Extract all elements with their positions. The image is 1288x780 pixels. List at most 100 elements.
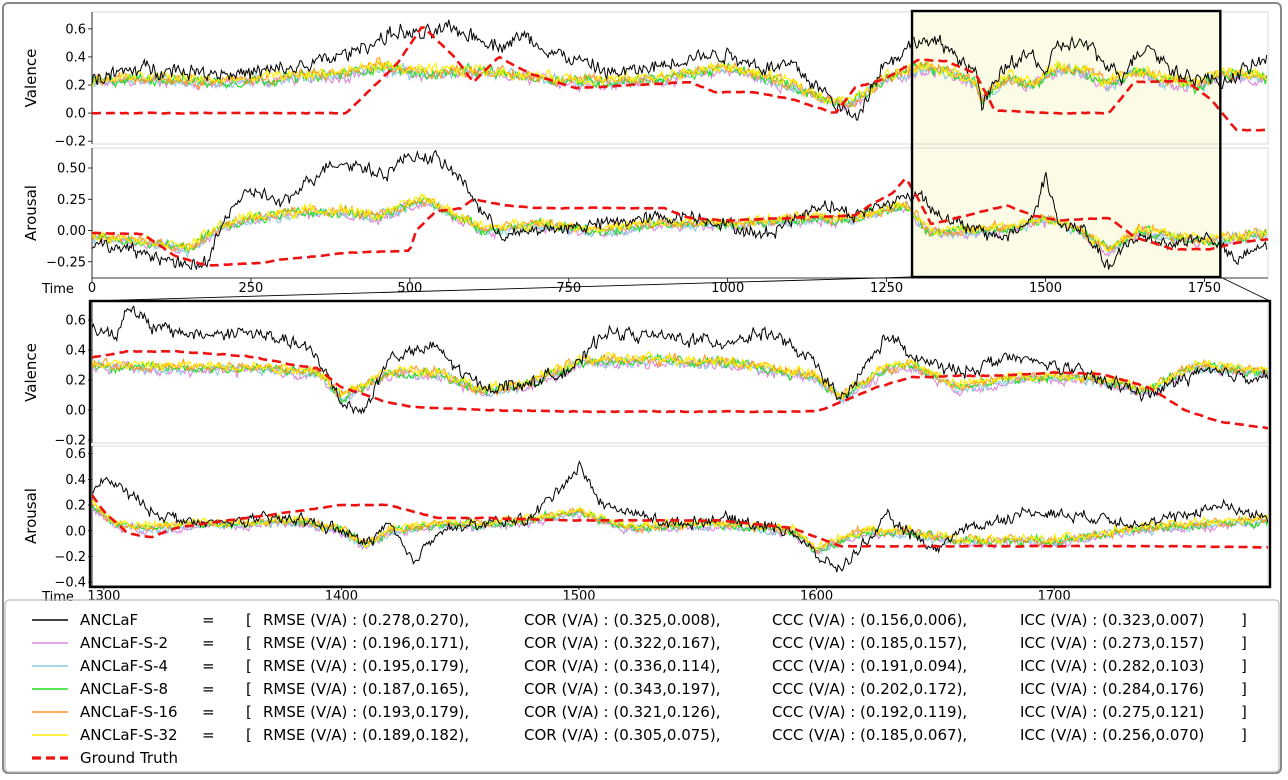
series-group [92, 305, 1268, 430]
series-line-anclaf [92, 19, 1268, 121]
legend-label: ANCLaF-S-2 [80, 634, 168, 652]
legend-bracket-close: ] [1241, 611, 1247, 629]
y-tick-label: 0.2 [65, 374, 86, 389]
legend-ccc: CCC (V/A) : (0.185,0.157), [772, 634, 967, 652]
x-axis-label: Time [41, 590, 74, 605]
x-tick-label: 1300 [87, 589, 120, 604]
legend-cor: COR (V/A) : (0.336,0.114), [524, 657, 720, 675]
y-axis-label: Valence [22, 343, 40, 402]
x-tick-label: 1500 [1029, 281, 1062, 296]
series-line-ground-truth [92, 494, 1268, 549]
legend-ccc: CCC (V/A) : (0.191,0.094), [772, 657, 967, 675]
series-line-ground-truth [92, 177, 1268, 267]
legend-bracket-close: ] [1241, 680, 1247, 698]
y-tick-label: −0.2 [54, 135, 86, 150]
legend-ccc: CCC (V/A) : (0.202,0.172), [772, 680, 967, 698]
series-line-anclaf [92, 460, 1268, 573]
legend-icc: ICC (V/A) : (0.256,0.070) [1020, 726, 1204, 744]
legend-bracket-close: ] [1241, 726, 1247, 744]
legend-label: ANCLaF-S-8 [80, 680, 168, 698]
legend-icc: ICC (V/A) : (0.323,0.007) [1020, 611, 1204, 629]
legend-bracket-close: ] [1241, 657, 1247, 675]
x-tick-label: 1000 [711, 281, 744, 296]
legend-bracket-open: [ [246, 611, 252, 629]
legend-label: Ground Truth [80, 749, 178, 767]
legend-rmse: RMSE (V/A) : (0.189,0.182), [263, 726, 469, 744]
legend-equals: = [202, 634, 215, 652]
y-tick-label: 0.50 [57, 162, 86, 177]
series-line-anclaf-s-8 [92, 503, 1268, 553]
legend-rmse: RMSE (V/A) : (0.187,0.165), [263, 680, 469, 698]
series-group [92, 460, 1268, 573]
x-tick-label: 1750 [1188, 281, 1221, 296]
series-line-anclaf-s-32 [92, 192, 1268, 252]
legend-ccc: CCC (V/A) : (0.192,0.119), [772, 703, 967, 721]
legend-rmse: RMSE (V/A) : (0.196,0.171), [263, 634, 469, 652]
legend-entry-anclaf-s-2: ANCLaF-S-2 = [ RMSE (V/A) : (0.196,0.171), C… [32, 634, 1247, 652]
legend-equals: = [202, 726, 215, 744]
legend-cor: COR (V/A) : (0.321,0.126), [524, 703, 720, 721]
y-tick-label: 0.2 [65, 79, 86, 94]
legend-entry-ground-truth: Ground Truth [32, 749, 178, 767]
legend-label: ANCLaF-S-4 [80, 657, 168, 675]
legend-cor: COR (V/A) : (0.325,0.008), [524, 611, 720, 629]
zoom-source-box [910, 9, 1222, 279]
y-tick-label: 0.2 [65, 499, 86, 514]
y-axis-label: Arousal [22, 185, 40, 241]
legend-box [4, 599, 1280, 773]
series-line-anclaf [92, 305, 1268, 415]
legend-ccc: CCC (V/A) : (0.185,0.067), [772, 726, 967, 744]
legend-equals: = [202, 611, 215, 629]
legend-bracket-open: [ [246, 634, 252, 652]
legend-entry-anclaf-s-16: ANCLaF-S-16 = [RMSE (V/A) : (0.193,0.179),… [32, 703, 1247, 721]
legend-cor: COR (V/A) : (0.343,0.197), [524, 680, 720, 698]
legend-entry-anclaf-s-4: ANCLaF-S-4 = [ RMSE (V/A) : (0.195,0.179), C… [32, 657, 1247, 675]
y-tick-label: 0.25 [57, 193, 86, 208]
x-tick-label: 1400 [325, 589, 358, 604]
y-tick-label: −0.2 [54, 434, 86, 449]
y-axis-label: Arousal [22, 488, 40, 544]
legend-bracket-open: [ [246, 657, 252, 675]
zoom-connector-left [89, 276, 913, 302]
y-tick-label: 0.6 [65, 314, 86, 329]
legend-entry-anclaf-s-8: ANCLaF-S-8 = [RMSE (V/A) : (0.187,0.165), C… [32, 680, 1247, 698]
y-tick-label: 0.0 [65, 524, 86, 539]
series-line-anclaf-s-16 [92, 351, 1268, 401]
legend-entry-anclaf: ANCLaF = [ RMSE (V/A) : (0.278,0.270), COR (… [32, 611, 1247, 629]
legend-icc: ICC (V/A) : (0.273,0.157) [1020, 634, 1204, 652]
x-axis-label: Time [41, 282, 74, 297]
series-line-anclaf-s-4 [92, 61, 1268, 107]
legend: ANCLaF = [ RMSE (V/A) : (0.278,0.270), COR (… [4, 599, 1280, 773]
legend-rmse: RMSE (V/A) : (0.278,0.270), [263, 611, 469, 629]
series-line-anclaf-s-32 [92, 58, 1267, 106]
series-group [92, 149, 1268, 271]
series-line-anclaf-s-8 [92, 353, 1268, 404]
y-tick-label: 0.4 [65, 473, 86, 488]
legend-label: ANCLaF-S-32 [80, 726, 178, 744]
y-tick-label: 0.4 [65, 50, 86, 65]
y-tick-label: 0.0 [65, 107, 86, 122]
x-tick-label: 1250 [870, 281, 903, 296]
legend-bracket-close: ] [1241, 634, 1247, 652]
legend-equals: = [202, 657, 215, 675]
legend-entry-anclaf-s-32: ANCLaF-S-32 = [RMSE (V/A) : (0.189,0.182),… [32, 726, 1247, 744]
legend-rmse: RMSE (V/A) : (0.193,0.179), [263, 703, 469, 721]
y-tick-label: −0.2 [54, 550, 86, 565]
legend-rmse: RMSE (V/A) : (0.195,0.179), [263, 657, 469, 675]
legend-bracket-close: ] [1241, 703, 1247, 721]
x-tick-label: 250 [239, 281, 264, 296]
panel-full-valence: −0.2 0.0 0.2 0.4 0.6 Valence [22, 11, 1269, 150]
y-tick-label: −0.25 [46, 255, 86, 270]
legend-icc: ICC (V/A) : (0.284,0.176) [1020, 680, 1204, 698]
y-tick-label: 0.6 [65, 447, 86, 462]
legend-label: ANCLaF [80, 611, 138, 629]
panel-zoom-arousal: −0.4 −0.2 0.0 0.2 0.4 0.6 Arousal 1300 1400 1500 1… [22, 445, 1269, 605]
series-line-ground-truth [92, 349, 1268, 430]
y-axis-label: Valence [22, 49, 40, 108]
legend-label: ANCLaF-S-16 [80, 703, 178, 721]
legend-icc: ICC (V/A) : (0.275,0.121) [1020, 703, 1204, 721]
zoom-target-box [88, 299, 1272, 589]
x-tick-label: 1500 [562, 589, 595, 604]
y-tick-label: 0.00 [57, 224, 86, 239]
legend-bracket-open: [ [246, 703, 252, 721]
